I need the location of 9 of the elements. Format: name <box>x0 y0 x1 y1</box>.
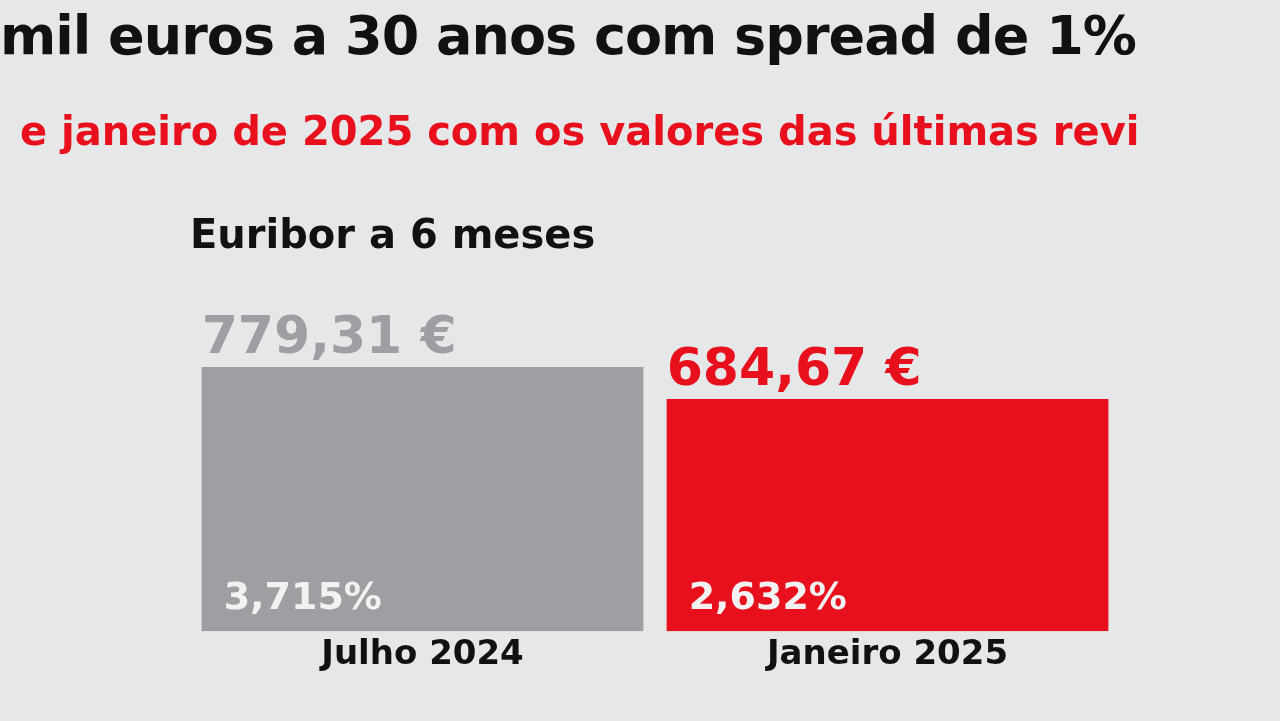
data-label: 684,67 € <box>666 337 922 398</box>
x-tick-label: Julho 2024 <box>319 632 524 673</box>
annotation: 2,632% <box>688 574 847 619</box>
text: Euribor a 6 meses <box>190 211 596 257</box>
chart-title: mil euros a 30 anos com spread de 1% <box>0 4 1136 67</box>
chart-subtitle: e janeiro de 2025 com os valores das últimas revi <box>20 108 1140 154</box>
annotation: 3,715% <box>223 574 382 619</box>
data-label: 779,31 € <box>201 305 457 366</box>
x-tick-label: Janeiro 2025 <box>764 632 1009 673</box>
